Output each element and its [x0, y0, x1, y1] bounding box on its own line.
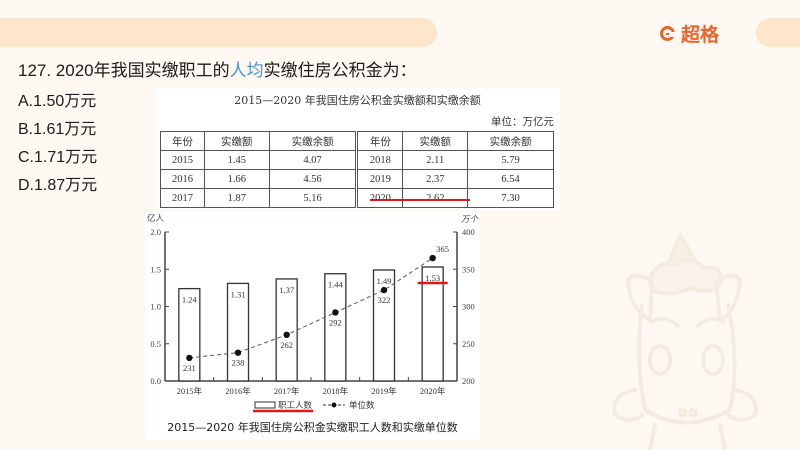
- right-tick-label: 400: [462, 227, 475, 237]
- table-row: 2016 1.66 4.56 2019 2.37 6.54: [160, 169, 554, 189]
- red-underline-annotation: [370, 199, 470, 201]
- x-tick-label: 2020年: [420, 386, 446, 396]
- bar: [178, 287, 201, 382]
- table-header: 实缴额: [402, 131, 469, 151]
- table-cell: 4.07: [268, 150, 359, 170]
- question-suffix: 实缴住房公积金为：: [263, 61, 417, 80]
- table-cell: 2020: [356, 188, 404, 208]
- bar-value-label: 1.49: [377, 276, 392, 286]
- bar-value-label: 1.44: [328, 280, 344, 290]
- table-figure: 2015—2020 年我国住房公积金实缴额和实缴余额 单位：万亿元 年份 实缴额…: [155, 88, 560, 210]
- table-cell: 2.62: [402, 188, 469, 208]
- table-cell: 2016: [160, 169, 205, 189]
- table-header: 年份: [160, 131, 205, 151]
- combo-chart: 亿人 万个 0.0 0.5 1.0 1.5 2.0 200 250 300 350 400 1.24 20…: [147, 213, 480, 413]
- bar-value-label: 1.24: [182, 295, 198, 305]
- table-cell: 2.11: [402, 150, 469, 170]
- chart-figure: 亿人 万个 0.0 0.5 1.0 1.5 2.0 200 250 300 350 400 1.24 20…: [145, 212, 480, 440]
- right-tick-label: 300: [462, 302, 475, 312]
- question-highlight: 人均: [229, 61, 264, 80]
- table-cell: 1.87: [203, 188, 270, 208]
- question-text: 127. 2020年我国实缴职工的人均实缴住房公积金为：: [18, 56, 417, 81]
- legend-bar-swatch: [254, 401, 276, 409]
- left-tick-label: 0.0: [150, 376, 161, 386]
- bar-value-label: 1.37: [279, 285, 294, 295]
- line-point: [283, 331, 290, 339]
- table-title: 2015—2020 年我国住房公积金实缴额和实缴余额: [234, 94, 481, 107]
- line-value-label: 231: [183, 363, 196, 373]
- table-header: 实缴余额: [467, 131, 554, 151]
- table-cell: 7.30: [467, 188, 554, 208]
- bar: [226, 282, 250, 382]
- x-tick-label: 2015年: [177, 386, 203, 396]
- line-point: [429, 254, 436, 262]
- right-axis-unit: 万个: [461, 214, 480, 224]
- bar-value-label: 1.53: [425, 273, 440, 283]
- bar: [421, 266, 444, 382]
- table-cell: 2019: [356, 169, 404, 189]
- table-row: 2015 1.45 4.07 2018 2.11 5.79: [160, 150, 554, 170]
- chart-title: 2015—2020 年我国住房公积金实缴职工人数和实缴单位数: [167, 421, 458, 434]
- bar: [324, 273, 347, 382]
- table-cell: 2018: [356, 150, 404, 170]
- left-tick-label: 0.5: [150, 339, 161, 349]
- legend-bar-label: 职工人数: [278, 400, 313, 410]
- line-value-label: 262: [280, 340, 293, 350]
- header-pill-right: [756, 18, 800, 47]
- right-tick-label: 250: [462, 339, 475, 349]
- line-value-label: 238: [232, 358, 245, 368]
- question-prefix: 127. 2020年我国实缴职工的: [18, 61, 230, 80]
- option-d[interactable]: D.1.87万元: [18, 177, 98, 194]
- left-tick-label: 1.5: [150, 264, 161, 274]
- line-value-label: 292: [329, 317, 342, 327]
- table-header: 年份: [356, 131, 404, 151]
- table-cell: 2017: [160, 188, 205, 208]
- table-cell: 5.79: [467, 150, 554, 170]
- option-c[interactable]: C.1.71万元: [18, 149, 98, 166]
- answer-options: A.1.50万元 B.1.61万元 C.1.71万元 D.1.87万元: [18, 88, 97, 200]
- bar-value-label: 1.31: [231, 289, 246, 299]
- table-cell: 6.54: [467, 169, 554, 189]
- x-tick-label: 2018年: [323, 386, 349, 396]
- left-tick-label: 2.0: [150, 227, 161, 237]
- right-tick-label: 200: [462, 376, 475, 386]
- table-header: 实缴额: [203, 131, 270, 151]
- table-header: 实缴余额: [268, 131, 359, 151]
- line-value-label: 322: [378, 295, 391, 305]
- table-cell: 2015: [160, 150, 205, 170]
- brand-g-icon: [660, 25, 675, 41]
- unit-count-line: [189, 257, 433, 359]
- line-point: [332, 309, 339, 316]
- line-point: [234, 349, 242, 356]
- header-band: [0, 18, 437, 47]
- bar: [372, 269, 396, 382]
- legend-line-dot: [331, 402, 337, 408]
- table-cell: 4.56: [268, 169, 359, 189]
- table-cell: 1.45: [203, 150, 270, 170]
- right-tick-label: 350: [462, 264, 475, 274]
- option-a[interactable]: A.1.50万元: [18, 93, 97, 110]
- legend-line-label: 单位数: [349, 400, 375, 410]
- line-point: [186, 354, 193, 362]
- line-value-label: 365: [436, 244, 449, 254]
- line-point: [380, 286, 388, 294]
- x-tick-label: 2019年: [371, 386, 397, 396]
- x-tick-label: 2016年: [225, 386, 251, 396]
- x-tick-label: 2017年: [274, 386, 300, 396]
- table-cell: 2.37: [402, 169, 469, 189]
- option-b[interactable]: B.1.61万元: [18, 121, 97, 138]
- table-header-row: 年份 实缴额 实缴余额 年份 实缴额 实缴余额: [160, 131, 554, 151]
- table-unit: 单位：万亿元: [491, 116, 554, 128]
- left-axis-unit: 亿人: [147, 213, 165, 223]
- table-row: 2017 1.87 5.16 2020 2.62 7.30: [160, 188, 554, 208]
- table-cell: 1.66: [203, 169, 270, 189]
- brand-name: 超格: [681, 23, 720, 46]
- table-cell: 5.16: [268, 188, 359, 208]
- brand-logo: 超格: [660, 20, 719, 46]
- left-tick-label: 1.0: [150, 302, 161, 312]
- unicorn-mascot-watermark: [612, 233, 758, 450]
- data-table: 年份 实缴额 实缴余额 年份 实缴额 实缴余额 2015 1.45 4.07 2…: [160, 131, 554, 208]
